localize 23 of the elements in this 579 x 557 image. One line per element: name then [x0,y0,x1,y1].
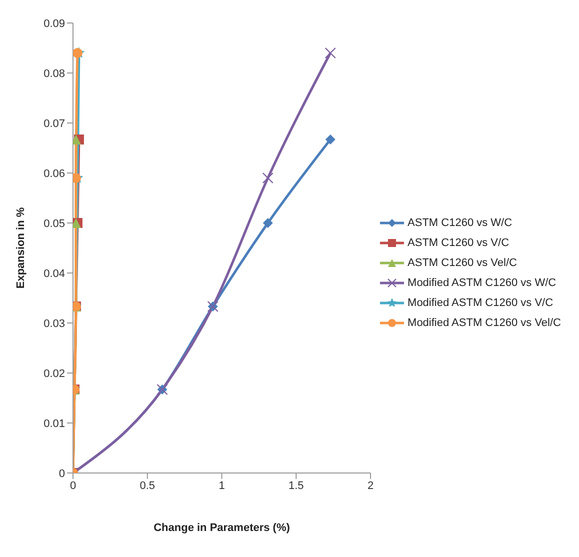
y-tick-label: 0.06 [44,168,65,180]
x-tick-label: 0 [70,480,76,492]
y-tick-label: 0.07 [44,118,65,130]
y-tick-label: 0.05 [44,218,65,230]
y-tick-label: 0.08 [44,68,65,80]
legend-label: Modified ASTM C1260 vs W/C [408,277,556,289]
x-tick-label: 0.5 [140,480,156,492]
y-tick-label: 0.02 [44,368,65,380]
y-tick-label: 0.04 [44,268,65,280]
x-tick-label: 1 [218,480,225,492]
legend-label: ASTM C1260 vs W/C [408,217,512,229]
y-axis-title: Expansion in % [14,207,27,289]
x-tick-label: 1.5 [288,480,304,492]
legend-label: Modified ASTM C1260 vs V/C [408,297,554,309]
y-tick-label: 0.09 [44,18,65,30]
legend-label: ASTM C1260 vs V/C [408,237,510,249]
legend-label: Modified ASTM C1260 vs Vel/C [408,317,561,329]
legend-label: ASTM C1260 vs Vel/C [408,257,517,269]
y-tick-label: 0.03 [44,318,65,330]
y-tick-label: 0 [58,468,65,480]
y-tick-label: 0.01 [44,418,65,430]
x-axis-title: Change in Parameters (%) [154,522,290,534]
x-tick-label: 2 [367,480,374,492]
